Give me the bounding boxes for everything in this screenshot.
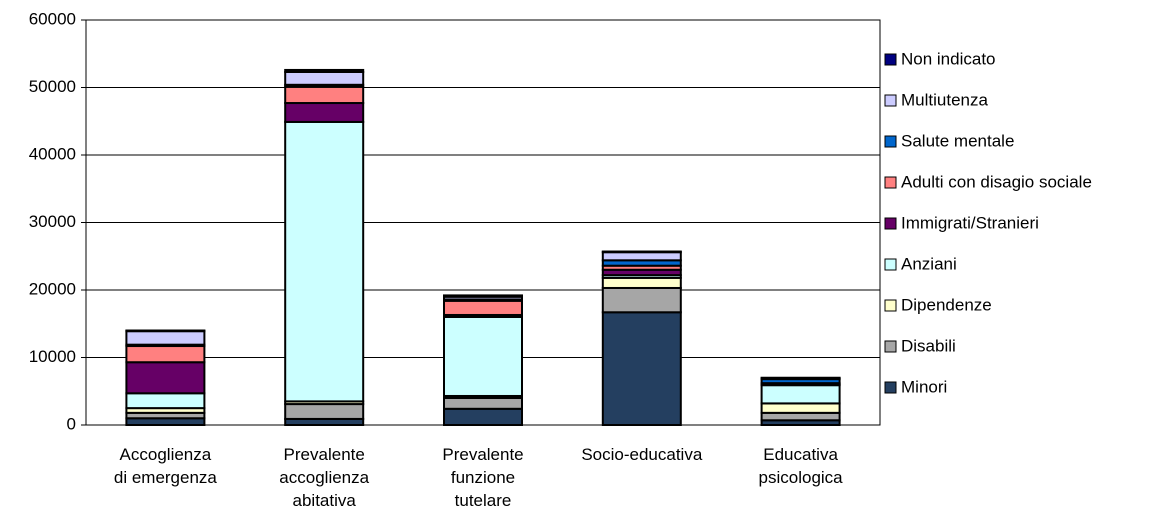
bar-segment: [601, 311, 682, 426]
bar-segment: [284, 68, 365, 73]
legend-swatch: [884, 176, 897, 189]
legend-label: Salute mentale: [901, 131, 1014, 150]
legend-swatch: [884, 217, 897, 230]
y-tick-label: 50000: [29, 77, 76, 96]
bar-segment: [601, 276, 682, 289]
x-tick-label: Accoglienza di emergenza: [113, 445, 217, 487]
x-tick-label: Prevalente funzione tutelare: [442, 445, 524, 510]
legend-label: Dipendenze: [901, 295, 992, 314]
legend-swatch: [884, 258, 897, 271]
y-tick-label: 60000: [29, 9, 76, 28]
legend-swatch: [884, 53, 897, 66]
y-tick-label: 40000: [29, 144, 76, 163]
bar-segment: [601, 251, 682, 262]
bar-segment: [601, 286, 682, 314]
bar-segment: [760, 411, 841, 422]
bar-segment: [443, 316, 523, 397]
y-tick-label: 0: [67, 414, 76, 433]
bar-segment: [284, 403, 365, 420]
y-tick-label: 10000: [29, 347, 76, 366]
legend-label: Disabili: [901, 336, 956, 355]
legend-label: Non indicato: [901, 49, 996, 68]
bar-segment: [284, 120, 365, 403]
x-tick-label: Socio-educativa: [581, 445, 703, 464]
x-tick-label: Educativa psicologica: [758, 445, 843, 487]
legend-label: Immigrati/Stranieri: [901, 213, 1039, 232]
bar-segment: [760, 384, 841, 405]
legend-swatch: [884, 381, 897, 394]
bar-segment: [125, 329, 206, 333]
legend-label: Anziani: [901, 254, 957, 273]
bar-segment: [125, 345, 206, 364]
bar-segment: [284, 70, 365, 86]
legend-label: Multiutenza: [901, 90, 988, 109]
legend-swatch: [884, 299, 897, 312]
y-tick-label: 20000: [29, 279, 76, 298]
bar-segment: [760, 402, 841, 414]
bar-segment: [125, 392, 206, 410]
legend-label: Adulti con disagio sociale: [901, 172, 1092, 191]
bar-segment: [125, 330, 206, 346]
bar-segment: [284, 85, 365, 105]
bar-segment: [443, 294, 523, 298]
bar-segment: [125, 361, 206, 395]
x-tick-label: Prevalente accoglienza abitativa: [279, 445, 370, 510]
legend-label: Minori: [901, 377, 947, 396]
legend-swatch: [884, 340, 897, 353]
bar-segment: [760, 376, 841, 380]
bar-segment: [125, 417, 206, 426]
bar-segment: [284, 102, 365, 123]
bar-segment: [601, 250, 682, 254]
bar-segment: [443, 407, 523, 426]
legend-swatch: [884, 94, 897, 107]
y-tick-label: 30000: [29, 212, 76, 231]
bar-segment: [443, 299, 523, 316]
bar-segment: [443, 397, 523, 410]
legend-swatch: [884, 135, 897, 148]
